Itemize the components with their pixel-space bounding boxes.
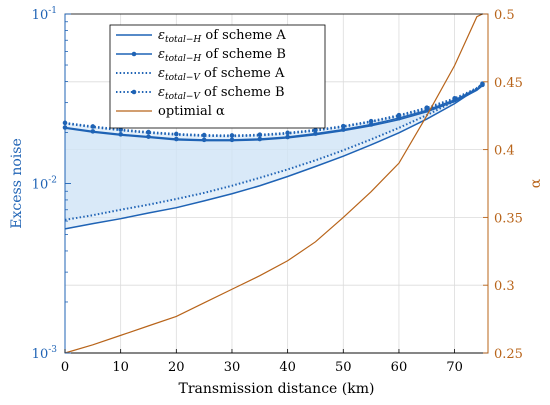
series-lines bbox=[62, 13, 485, 354]
series-6 bbox=[64, 13, 483, 354]
series-line-4 bbox=[64, 85, 483, 230]
legend-entry: optimial α bbox=[158, 104, 225, 119]
series-5 bbox=[64, 83, 484, 221]
data-point bbox=[201, 137, 207, 143]
series-line-6 bbox=[64, 13, 483, 354]
shaded-region-h bbox=[65, 84, 483, 229]
x-tick-label: 40 bbox=[279, 360, 296, 375]
shaded-regions bbox=[65, 83, 483, 229]
x-tick-label: 20 bbox=[168, 360, 185, 375]
data-point bbox=[229, 133, 235, 138]
y-left-tick-label: 10-1 bbox=[32, 6, 57, 23]
data-point bbox=[146, 134, 151, 139]
legend-marker bbox=[131, 89, 137, 95]
data-point bbox=[201, 132, 207, 138]
data-point bbox=[118, 127, 123, 132]
axes: 0 10 20 30 40 50 60 70 10-3 10-2 10-1 0.25 0.3 0.35 0.… bbox=[32, 6, 523, 375]
legend-entry: εtotal−V of scheme B bbox=[158, 85, 285, 102]
data-point bbox=[340, 123, 346, 129]
data-point bbox=[90, 124, 96, 129]
y-right-tick-label: 0.25 bbox=[494, 347, 523, 362]
series-4 bbox=[64, 85, 483, 230]
y-right-tick-label: 0.3 bbox=[494, 279, 515, 294]
legend: εtotal−H of scheme A εtotal−H of scheme B… bbox=[109, 24, 326, 129]
y-left-tick-label: 10-2 bbox=[32, 176, 57, 193]
data-point bbox=[313, 131, 318, 136]
series-line-5 bbox=[64, 83, 484, 221]
x-tick-label: 50 bbox=[335, 360, 352, 375]
data-point bbox=[229, 137, 235, 143]
data-point bbox=[257, 136, 263, 142]
data-point bbox=[257, 132, 263, 138]
data-point bbox=[368, 122, 374, 127]
x-tick-label: 30 bbox=[224, 360, 241, 375]
data-point bbox=[313, 127, 318, 133]
y-left-tick-label: 10-3 bbox=[32, 345, 58, 362]
y-right-tick-label: 0.35 bbox=[494, 211, 523, 226]
x-tick-label: 60 bbox=[391, 360, 408, 375]
data-point bbox=[396, 112, 402, 118]
data-point bbox=[340, 127, 346, 132]
y-right-tick-label: 0.5 bbox=[494, 8, 515, 23]
x-axis-label: Transmission distance (km) bbox=[179, 381, 375, 397]
data-point bbox=[90, 129, 96, 134]
data-point bbox=[285, 134, 290, 140]
legend-entry: εtotal−H of scheme A bbox=[158, 28, 286, 45]
data-point bbox=[285, 130, 290, 136]
x-tick-label: 70 bbox=[446, 360, 463, 375]
y-axis-right-label: α bbox=[528, 178, 544, 188]
data-point bbox=[174, 136, 179, 142]
y-right-tick-label: 0.45 bbox=[494, 76, 523, 91]
data-point bbox=[174, 131, 179, 137]
legend-entry: εtotal−V of scheme A bbox=[158, 66, 285, 83]
y-right-tick-label: 0.4 bbox=[494, 144, 515, 159]
x-tick-label: 10 bbox=[112, 360, 129, 375]
data-point bbox=[146, 129, 151, 135]
legend-marker bbox=[131, 51, 137, 57]
legend-entry: εtotal−H of scheme B bbox=[158, 47, 286, 64]
x-tick-label: 0 bbox=[61, 360, 69, 375]
data-point bbox=[424, 105, 430, 111]
data-point bbox=[118, 132, 123, 137]
data-point bbox=[368, 118, 374, 124]
y-axis-left-label: Excess noise bbox=[9, 138, 25, 228]
